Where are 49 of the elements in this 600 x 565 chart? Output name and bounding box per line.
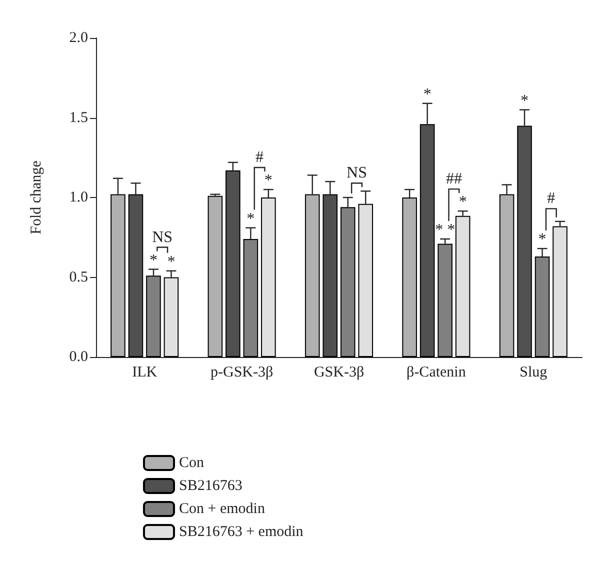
data-label: *: [246, 210, 255, 228]
bar: [517, 126, 532, 357]
y-tick-label: 2.0: [69, 30, 88, 46]
bar: [438, 244, 452, 357]
data-label: *: [167, 253, 176, 270]
x-tick-label: β-Catenin: [406, 364, 466, 380]
legend-label: SB216763 + emodin: [179, 524, 304, 540]
bar: [208, 196, 223, 357]
x-tick-label: p-GSK-3β: [210, 364, 274, 380]
data-label: *: [538, 231, 546, 248]
y-tick-label: 1.0: [69, 190, 88, 206]
annotation: #: [547, 190, 556, 208]
annotation: ##: [446, 170, 462, 188]
data-label: *: [423, 86, 432, 103]
bar: [402, 198, 417, 357]
y-tick-label: 1.5: [69, 110, 88, 126]
bar: [261, 198, 276, 357]
bar: [420, 124, 435, 357]
y-tick-label: 0.0: [69, 349, 88, 365]
legend-label: SB216763: [179, 478, 242, 494]
bar: [128, 194, 144, 357]
data-label: *: [264, 172, 272, 190]
bar: [552, 226, 568, 357]
x-tick-label: Slug: [520, 364, 548, 380]
bar: [358, 204, 374, 357]
data-label: * *: [435, 221, 456, 238]
annotation: NS: [346, 164, 367, 182]
bar: [455, 216, 470, 357]
data-label: *: [458, 194, 467, 211]
y-axis-title: Fold change: [28, 160, 44, 234]
bar: [322, 194, 338, 357]
bar: [243, 238, 258, 357]
bar: [110, 194, 126, 357]
bar: [534, 256, 550, 357]
legend-label: Con: [179, 455, 205, 471]
bar: [226, 170, 240, 357]
bar: [304, 194, 320, 357]
x-tick-label: GSK-3β: [314, 364, 364, 380]
annotation: NS: [152, 228, 173, 246]
bar: [164, 277, 179, 357]
bar: [340, 207, 356, 357]
legend-label: Con + emodin: [179, 501, 266, 517]
x-tick-label: ILK: [132, 364, 158, 380]
bar: [146, 276, 161, 357]
y-tick-label: 0.5: [69, 269, 88, 286]
bar: [499, 194, 514, 357]
data-label: *: [520, 92, 529, 110]
annotation: #: [256, 149, 264, 166]
data-label: *: [149, 252, 158, 269]
